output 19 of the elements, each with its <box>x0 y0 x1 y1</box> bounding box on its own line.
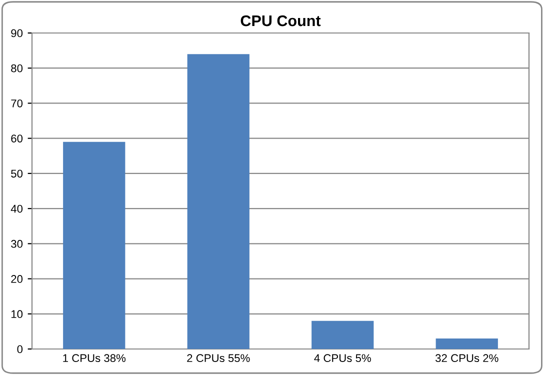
chart-title: CPU Count <box>240 15 321 26</box>
x-tick-label: 4 CPUs 5% <box>314 354 371 362</box>
bar <box>312 320 374 349</box>
bar <box>63 142 126 349</box>
y-tick-label: 40 <box>10 204 23 213</box>
bar <box>187 54 250 349</box>
y-tick-label: 80 <box>11 64 23 72</box>
y-tick-label: 0 <box>17 345 23 354</box>
y-tick-label: 50 <box>11 170 23 178</box>
y-tick-label: 70 <box>11 99 23 108</box>
x-tick-label: 32 CPUs 2% <box>435 354 498 362</box>
y-tick-label: 20 <box>11 275 23 283</box>
y-tick-label: 90 <box>11 29 23 38</box>
y-tick-label: 10 <box>11 310 23 318</box>
x-tick-label: 2 CPUs 55% <box>187 354 250 362</box>
y-tick-label: 30 <box>11 240 23 248</box>
y-tick-label: 60 <box>11 134 23 142</box>
bar <box>436 338 498 349</box>
x-tick-label: 1 CPUs 38% <box>63 354 126 362</box>
